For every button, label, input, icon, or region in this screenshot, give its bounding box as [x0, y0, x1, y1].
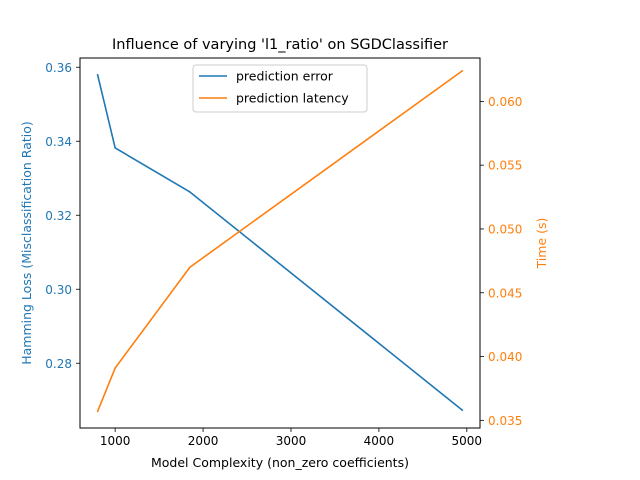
y-left-tick-label: 0.32	[45, 209, 72, 223]
x-axis: 1000 2000 3000 4000 5000	[100, 428, 482, 448]
data-point-prediction-error	[114, 147, 116, 149]
y-left-tick-label: 0.28	[45, 357, 72, 371]
series-line-prediction-latency	[96, 70, 463, 412]
x-tick-label: 5000	[452, 434, 483, 448]
x-tick-label: 2000	[188, 434, 219, 448]
x-axis-label: Model Complexity (non_zero coefficients)	[151, 455, 409, 470]
x-tick-label: 3000	[276, 434, 307, 448]
data-point-prediction-latency	[114, 367, 116, 369]
data-point-prediction-error	[96, 73, 99, 76]
y-axis-left-label: Hamming Loss (Misclassification Ratio)	[19, 121, 34, 365]
data-point-prediction-latency	[189, 266, 191, 269]
data-point-prediction-latency	[461, 69, 464, 72]
chart-title: Influence of varying 'l1_ratio' on SGDCl…	[112, 37, 448, 53]
y-right-tick-label: 0.060	[488, 95, 522, 109]
series-line-prediction-error	[96, 74, 463, 411]
legend-label-prediction-error: prediction error	[236, 69, 334, 84]
y-right-tick-label: 0.050	[488, 222, 522, 236]
legend-label-prediction-latency: prediction latency	[236, 91, 349, 106]
legend-box	[192, 64, 368, 113]
y-axis-right-label: Time (s)	[534, 218, 549, 270]
data-point-prediction-error	[189, 191, 191, 193]
data-point-prediction-error	[461, 409, 464, 412]
y-left-tick-label: 0.30	[45, 283, 72, 297]
plot-area-frame	[79, 57, 481, 429]
y-right-tick-label: 0.035	[488, 414, 522, 428]
y-left-tick-label: 0.34	[45, 135, 72, 149]
x-tick-label: 4000	[364, 434, 395, 448]
y-right-tick-label: 0.055	[488, 159, 522, 173]
series-lines	[96, 69, 464, 413]
x-tick-label: 1000	[100, 434, 131, 448]
legend: prediction error prediction latency	[192, 64, 368, 113]
y-axis-left: 0.28 0.30 0.32 0.34 0.36	[45, 61, 80, 371]
y-left-tick-label: 0.36	[45, 61, 72, 75]
y-right-tick-label: 0.045	[488, 286, 522, 300]
data-point-prediction-latency	[96, 410, 99, 413]
y-axis-right: 0.035 0.040 0.045 0.050 0.055 0.060	[480, 95, 522, 428]
y-right-tick-label: 0.040	[488, 350, 522, 364]
